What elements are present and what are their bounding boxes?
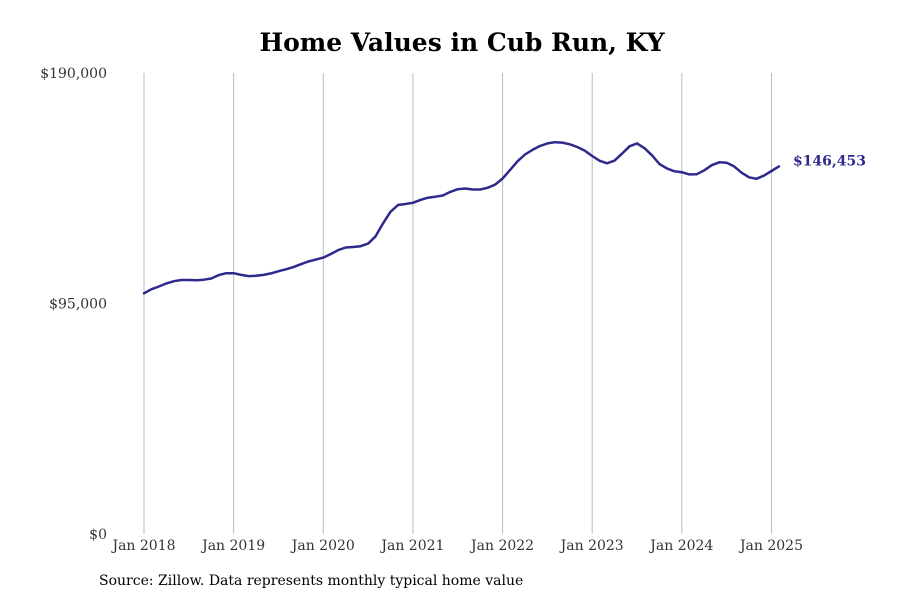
y-axis-tick-labels: $0 $95,000 $190,000: [40, 66, 107, 543]
gridlines: [143, 73, 772, 534]
y-tick-label: $190,000: [40, 66, 107, 82]
series-layer: [142, 140, 781, 295]
x-tick-label: Jan 2024: [648, 538, 713, 554]
x-tick-label: Jan 2018: [110, 538, 175, 554]
y-tick-label: $0: [89, 527, 107, 543]
value-label-layer: $146,453: [793, 153, 866, 169]
series-line: [142, 140, 781, 295]
source-note: Source: Zillow. Data represents monthly …: [99, 573, 524, 589]
last-value-label: $146,453: [793, 153, 866, 169]
x-tick-label: Jan 2019: [200, 538, 265, 554]
chart-title: Home Values in Cub Run, KY: [259, 28, 665, 57]
y-tick-label: $95,000: [49, 297, 107, 313]
x-tick-label: Jan 2025: [738, 538, 803, 554]
x-axis-tick-labels: Jan 2018 Jan 2019 Jan 2020 Jan 2021 Jan 2022…: [110, 538, 803, 554]
x-tick-label: Jan 2023: [559, 538, 624, 554]
x-tick-label: Jan 2021: [379, 538, 444, 554]
x-tick-label: Jan 2020: [290, 538, 355, 554]
x-tick-label: Jan 2022: [469, 538, 534, 554]
